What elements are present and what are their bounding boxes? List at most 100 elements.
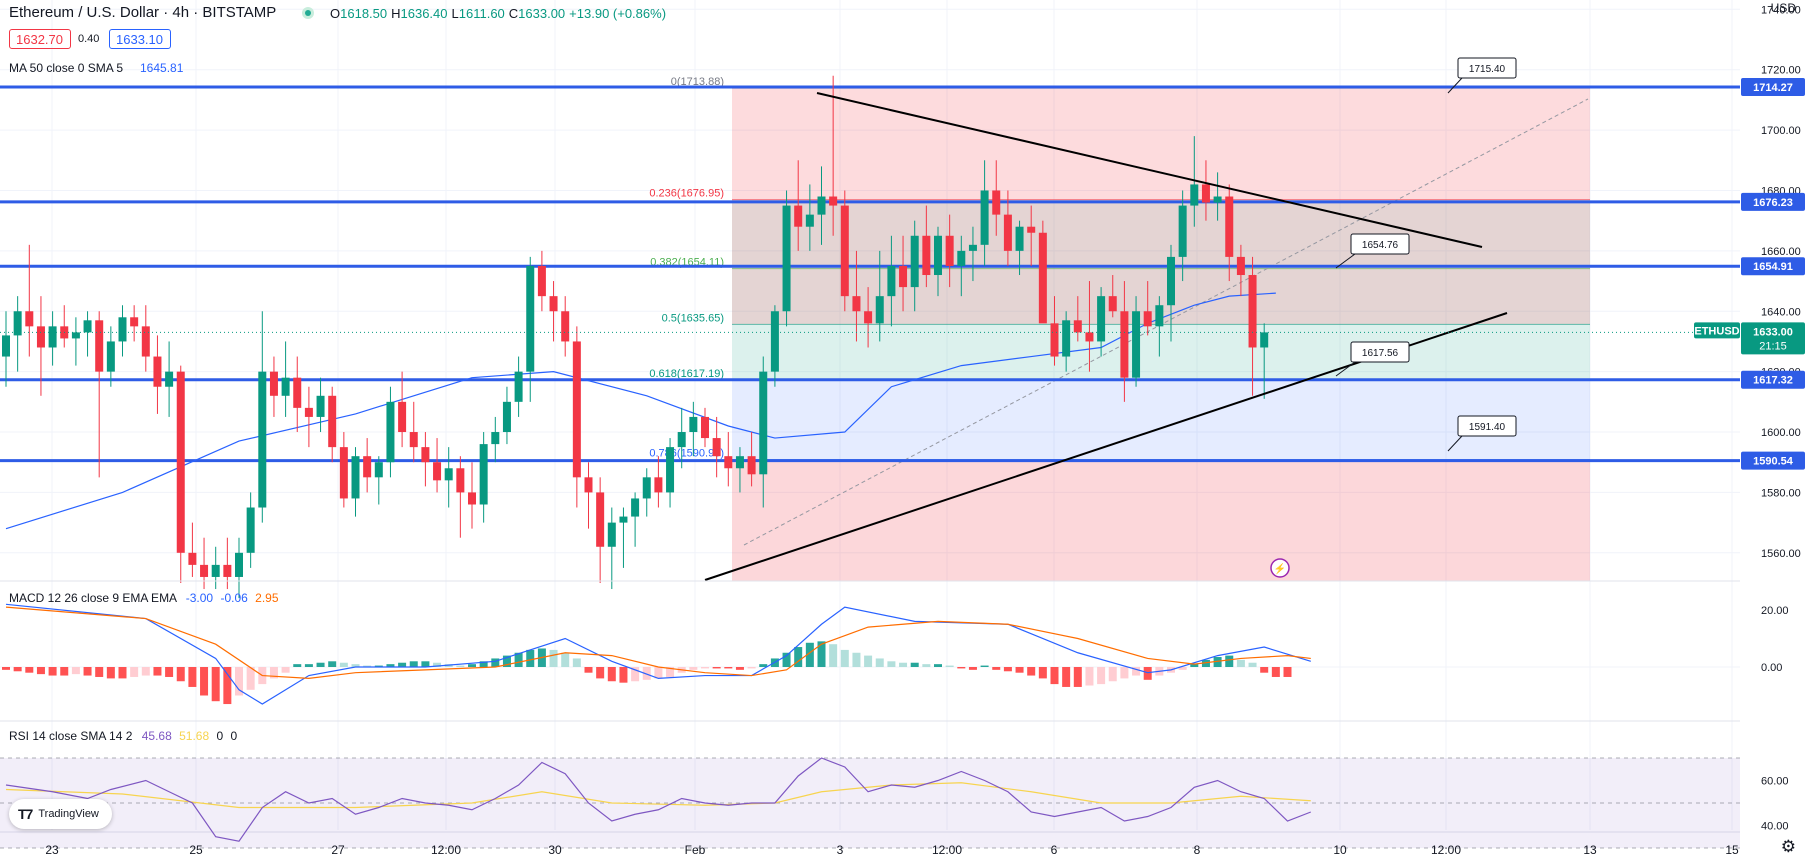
candle-body	[968, 244, 977, 251]
macd-tick-label: 20.00	[1761, 605, 1789, 617]
time-tick-label: 6	[1051, 843, 1058, 857]
descending-trendline	[816, 92, 1483, 248]
candle-body	[631, 498, 640, 517]
candle-body	[188, 552, 197, 565]
candle-body	[549, 296, 558, 312]
candle-body	[922, 235, 931, 276]
rsi-extra-value-2: 0	[230, 729, 238, 743]
currency-selector[interactable]: USD	[1770, 1, 1796, 15]
macd-histogram-bar	[735, 667, 744, 670]
candle-body	[165, 371, 174, 387]
price-tick-label: 1660.00	[1761, 246, 1801, 258]
candle-body	[829, 196, 838, 206]
rsi-value: 45.68	[141, 729, 172, 743]
macd-legend[interactable]: MACD 12 26 close 9 EMA EMA -3.00 -0.06 2…	[9, 591, 279, 605]
macd-histogram-bar	[1190, 664, 1199, 667]
macd-histogram-bar	[1213, 657, 1222, 667]
macd-histogram-bar	[596, 667, 605, 679]
candle-body	[2, 335, 10, 357]
macd-histogram-bar	[304, 664, 313, 667]
current-price-value: 1633.00	[1753, 326, 1793, 338]
macd-histogram-bar	[980, 665, 989, 667]
candle-body	[200, 564, 209, 577]
time-tick-label: 25	[189, 843, 203, 857]
time-tick-label: 13	[1583, 843, 1597, 857]
candle-body	[1201, 184, 1210, 203]
macd-histogram-bar	[421, 661, 430, 667]
ma-indicator-label[interactable]: MA 50 close 0 SMA 5	[9, 61, 124, 75]
macd-title: MACD 12 26 close 9 EMA EMA	[9, 591, 177, 605]
candle-body	[1085, 332, 1094, 342]
candle-body	[782, 205, 791, 312]
candle-body	[444, 468, 453, 481]
macd-histogram-bar	[316, 662, 325, 667]
buy-button[interactable]: 1633.10	[109, 29, 171, 49]
candle-body	[363, 456, 372, 478]
candle-body	[1015, 226, 1024, 251]
macd-histogram-bar	[2, 667, 10, 670]
macd-histogram-bar	[468, 664, 476, 667]
macd-histogram-bar	[269, 667, 278, 679]
current-price-tag	[1741, 322, 1805, 355]
macd-histogram-bar	[456, 665, 465, 667]
candle-body	[1143, 311, 1152, 327]
macd-histogram-bar	[805, 642, 814, 667]
macd-histogram-bar	[1097, 667, 1106, 685]
candle-body	[409, 432, 418, 448]
candle-body	[1225, 196, 1234, 257]
price-level-tag	[1741, 451, 1805, 470]
rsi-legend[interactable]: RSI 14 close SMA 14 2 45.68 51.68 0 0	[9, 729, 237, 743]
time-tick-label: Feb	[685, 843, 706, 857]
ohlc-key: O	[330, 6, 341, 21]
candle-body	[374, 462, 383, 478]
macd-histogram-bar	[642, 667, 651, 680]
candle-body	[840, 205, 849, 297]
sell-button[interactable]: 1632.70	[9, 29, 71, 49]
ohlc-key: L	[451, 6, 459, 21]
candle-body	[1248, 275, 1257, 348]
macd-value: -3.00	[185, 591, 214, 605]
price-level-tag-label: 1590.54	[1753, 456, 1794, 468]
candle-body	[1167, 256, 1175, 306]
candle-body	[351, 456, 360, 499]
macd-histogram-bar	[188, 667, 197, 687]
gear-icon[interactable]: ⚙	[1780, 837, 1796, 856]
tradingview-logo[interactable]: T7 TradingView	[9, 799, 112, 829]
rsi-band-fill	[0, 758, 1740, 848]
candle-body	[176, 371, 185, 553]
rsi-ma-value: 51.68	[179, 729, 210, 743]
macd-histogram-bar	[922, 664, 931, 667]
candle-body	[456, 468, 465, 493]
macd-histogram-bar	[153, 667, 162, 676]
rsi-title: RSI 14 close SMA 14 2	[9, 729, 133, 743]
candle-body	[130, 317, 139, 327]
macd-histogram-bar	[386, 664, 395, 667]
macd-histogram-bar	[607, 667, 616, 682]
candle-body	[316, 395, 325, 417]
candle-body	[1062, 320, 1071, 357]
symbol-tag	[1694, 322, 1740, 339]
time-tick-label: 23	[45, 843, 59, 857]
candle-body	[735, 456, 744, 469]
candle-body	[223, 564, 232, 577]
price-level-tag	[1741, 257, 1805, 276]
price-axis-background	[1740, 0, 1813, 864]
candle-body	[1038, 232, 1047, 324]
candle-body	[211, 564, 220, 577]
macd-histogram-bar	[968, 667, 977, 670]
price-tick-label: 1740.00	[1761, 4, 1801, 16]
ohlc-key: H	[391, 6, 401, 21]
ohlc-value: 1611.60	[458, 6, 505, 21]
market-status-icon[interactable]	[302, 7, 314, 19]
candle-body	[1236, 256, 1245, 276]
candle-body	[572, 341, 581, 478]
candle-body	[386, 401, 395, 463]
macd-histogram-bar	[945, 665, 954, 667]
candle-body	[561, 311, 570, 342]
macd-histogram-bar	[631, 667, 640, 682]
candle-body	[48, 326, 57, 348]
macd-histogram-bar	[887, 661, 896, 667]
symbol-title[interactable]: Ethereum / U.S. Dollar · 4h · BITSTAMP	[9, 4, 277, 21]
candle-body	[281, 377, 290, 396]
